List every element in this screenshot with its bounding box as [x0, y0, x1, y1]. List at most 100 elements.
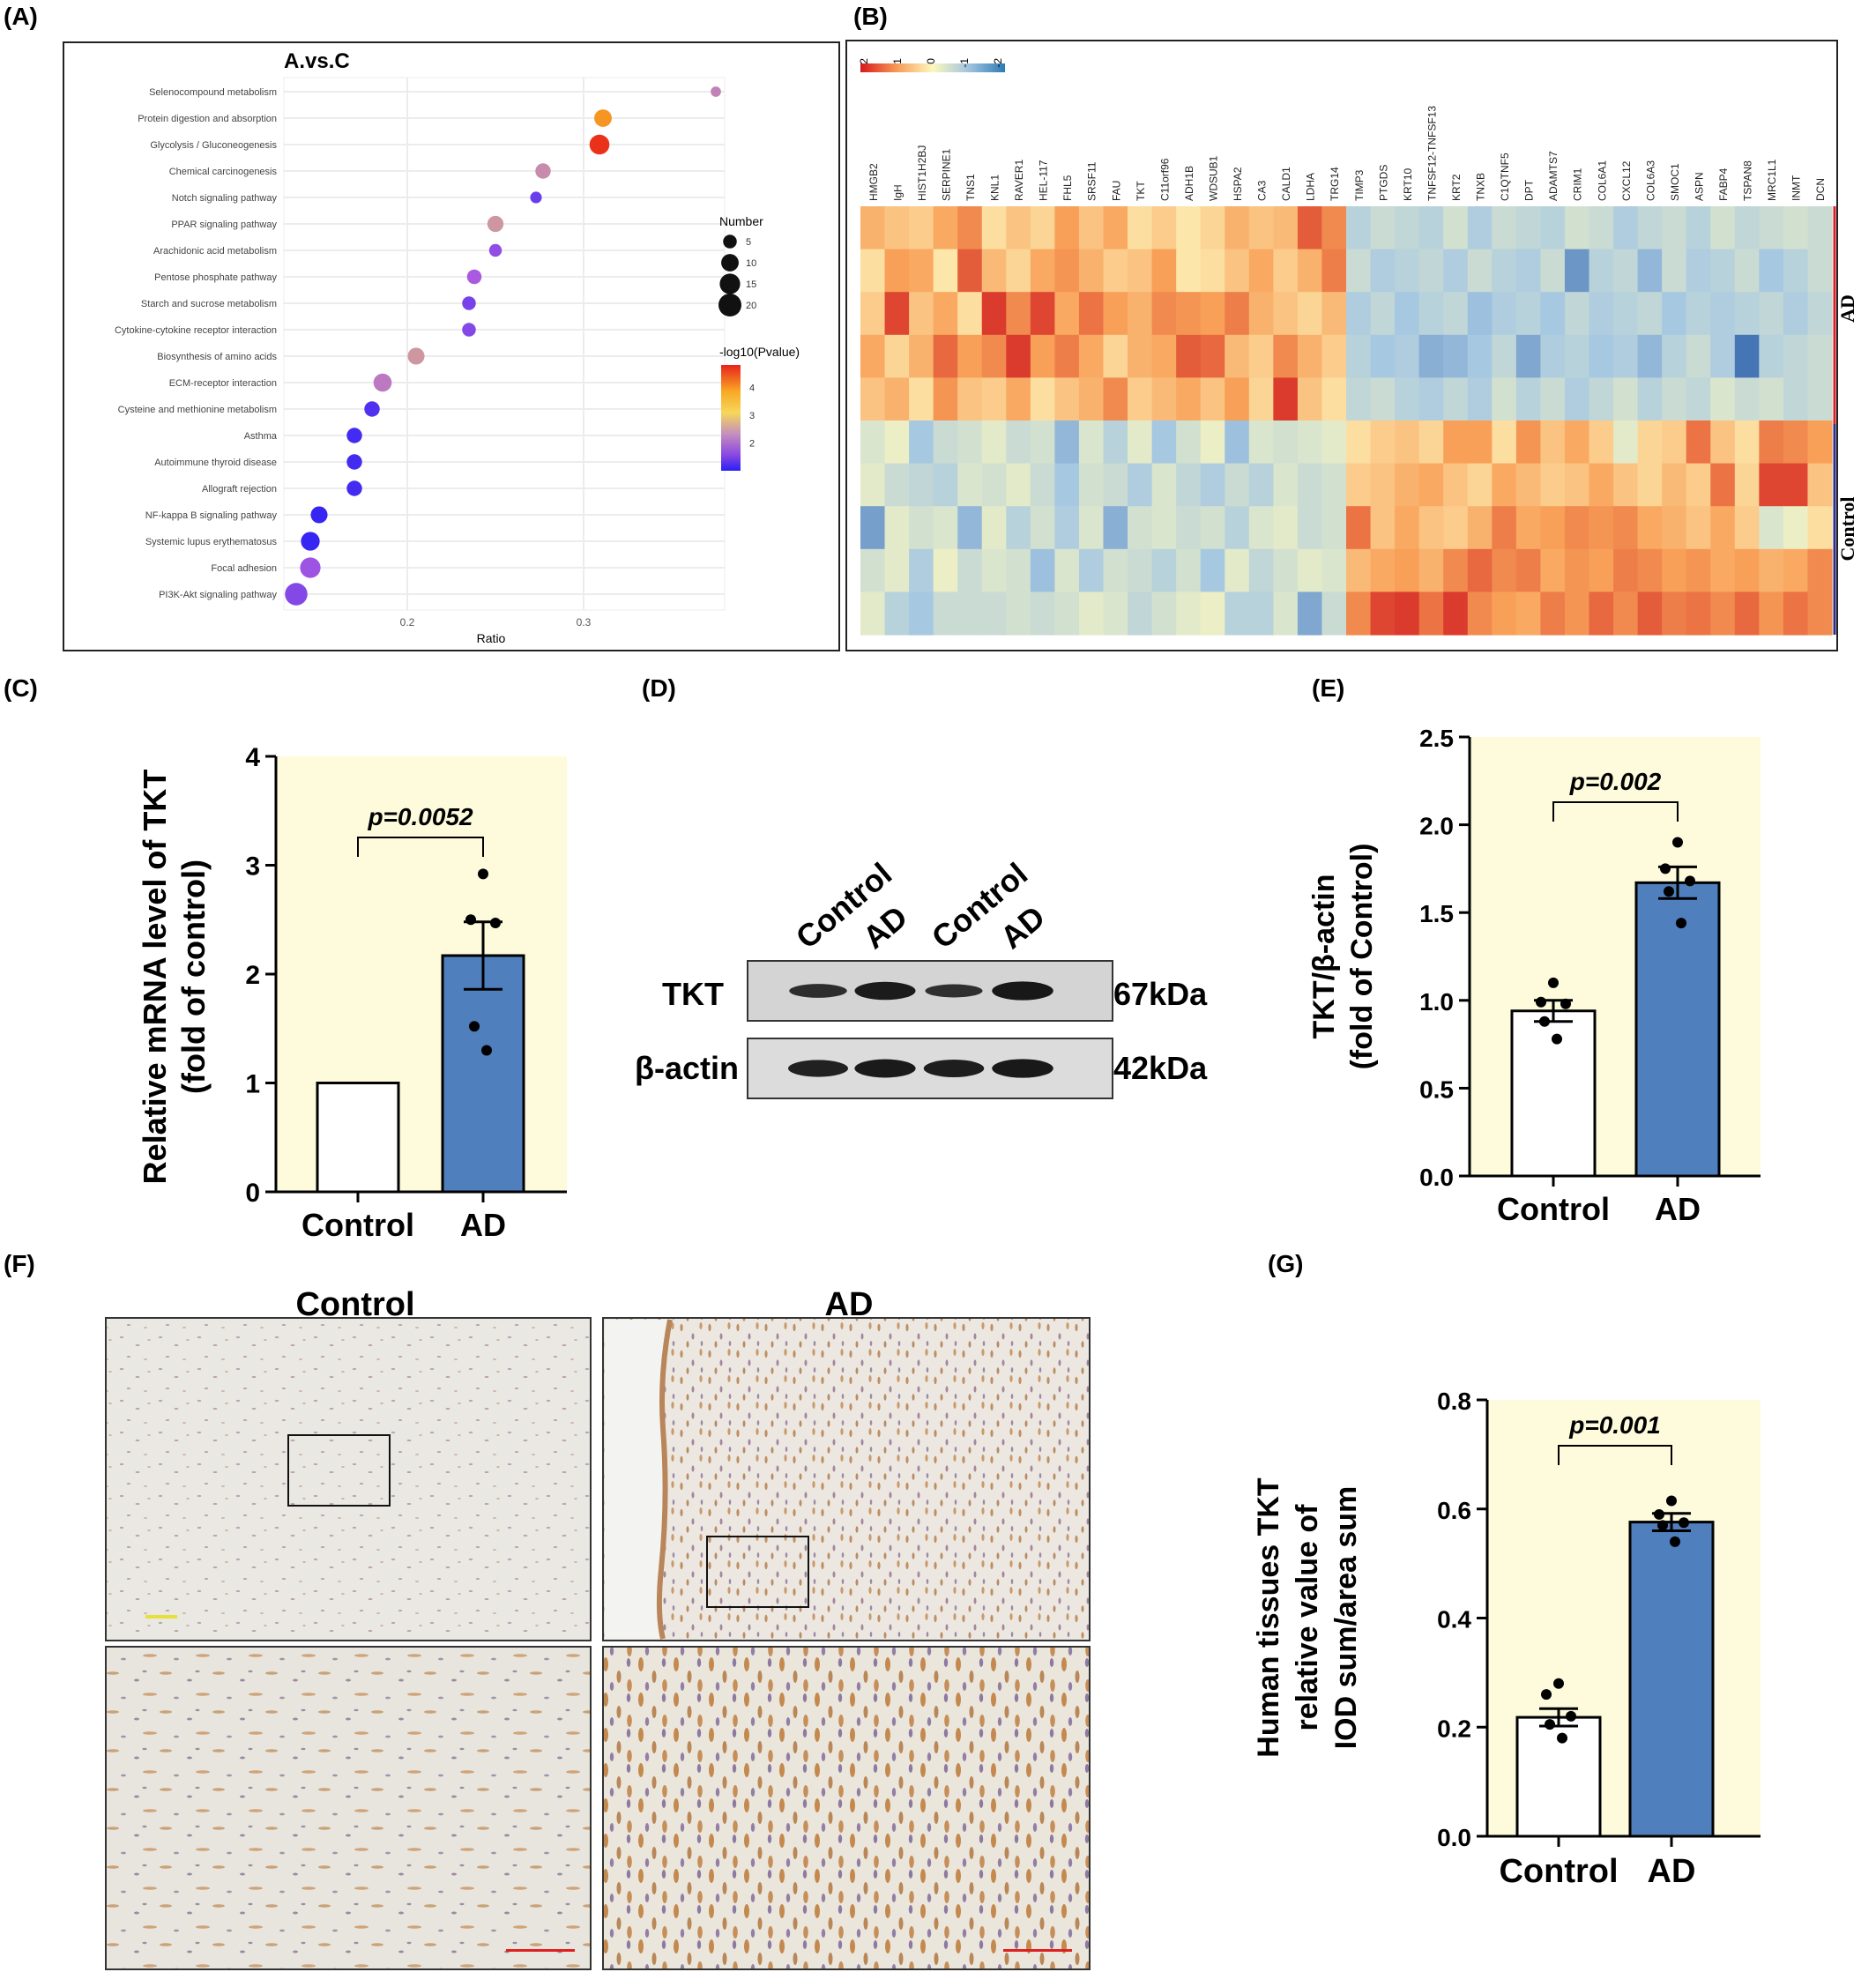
heatmap-cell	[909, 592, 934, 636]
panel-label-a: (A)	[4, 3, 38, 30]
heatmap-cell	[1370, 592, 1396, 636]
p-value-label: p=0.0052	[367, 803, 473, 830]
heatmap-cell	[957, 249, 983, 293]
heatmap-cell	[1807, 548, 1833, 592]
blot-band	[789, 984, 847, 998]
size-legend-dot	[719, 273, 741, 294]
x-category-label: Control	[302, 1207, 414, 1243]
heatmap-cell	[1418, 377, 1444, 421]
gene-label: FHL5	[1061, 175, 1074, 201]
heatmap-cell	[1346, 548, 1372, 592]
blot-band	[925, 984, 983, 998]
heatmap-cell	[1443, 463, 1469, 507]
size-legend: 5 10 15 20	[718, 234, 756, 317]
heatmap-cell	[933, 249, 958, 293]
ihc-control-overview	[105, 1317, 592, 1641]
heatmap-cell	[1564, 592, 1590, 636]
pathway-dot	[462, 296, 476, 310]
heatmap-cell	[1734, 506, 1760, 550]
heatmap-cell	[1540, 292, 1566, 336]
gene-label: C11orf96	[1158, 158, 1171, 201]
heatmap-cell	[1418, 463, 1444, 507]
heatmap-cell	[1030, 292, 1055, 336]
panel-c-y-label-2: (fold of control)	[175, 859, 212, 1094]
heatmap-cell	[1613, 506, 1639, 550]
heatmap-cell	[1273, 377, 1299, 421]
heatmap-cell	[1103, 249, 1128, 293]
heatmap-cell	[1710, 592, 1736, 636]
heatmap-cell	[1807, 249, 1833, 293]
gene-label: FABP4	[1717, 167, 1730, 201]
significance-bracket	[357, 837, 484, 857]
pathway-dot	[285, 583, 308, 606]
heatmap-cell	[1273, 592, 1299, 636]
panel-a-y-labels: Selenocompound metabolism Protein digesti…	[115, 87, 278, 600]
gene-label: LDHA	[1305, 173, 1317, 201]
heatmap-cell	[1540, 377, 1566, 421]
heatmap-cell	[1515, 377, 1541, 421]
size-legend-label: 5	[746, 237, 751, 248]
heatmap-cell	[1734, 292, 1760, 336]
heatmap-cell	[884, 463, 910, 507]
gene-label: FAU	[1110, 181, 1122, 201]
heatmap-cell	[1710, 334, 1736, 378]
blot-size-tkt: 67kDa	[1113, 976, 1208, 1012]
y-tick-label: 2.0	[1419, 813, 1454, 840]
heatmap-cell	[1734, 420, 1760, 465]
heatmap-cell	[1248, 548, 1274, 592]
gene-label: KRT2	[1450, 174, 1463, 201]
heatmap-cell	[1589, 334, 1614, 378]
heatmap-cell	[1200, 463, 1225, 507]
heatmap-cell	[1370, 377, 1396, 421]
gene-label: ADH1B	[1183, 166, 1195, 201]
gene-label: TIMP3	[1353, 169, 1366, 201]
heatmap-cell	[1662, 206, 1687, 250]
heatmap-cell	[860, 334, 886, 378]
heatmap-cell	[1686, 420, 1711, 465]
heatmap-cell	[1662, 463, 1687, 507]
pathway-label: Focal adhesion	[211, 563, 277, 574]
heatmap-cell	[1515, 463, 1541, 507]
heatmap-cell	[1006, 206, 1031, 250]
pathway-dot	[301, 532, 320, 551]
heatmap-cell	[1176, 548, 1202, 592]
heatmap-cell	[957, 292, 983, 336]
data-point	[1557, 1732, 1567, 1744]
data-point	[1552, 1033, 1562, 1045]
heatmap-cell	[1054, 420, 1080, 465]
heatmap-cell	[909, 463, 934, 507]
heatmap-cell	[1613, 206, 1639, 250]
pathway-label: Systemic lupus erythematosus	[145, 537, 278, 547]
gene-label: HSPA2	[1232, 167, 1244, 201]
heatmap-cell	[1540, 420, 1566, 465]
data-point	[1664, 886, 1674, 897]
blot-band	[854, 1059, 916, 1078]
panel-a-grid	[284, 78, 725, 610]
heatmap-cell	[1492, 506, 1517, 550]
heatmap-cell	[1078, 334, 1105, 378]
heatmap-cell	[1783, 463, 1809, 507]
heatmap-cell	[1297, 206, 1323, 250]
heatmap-cell	[1151, 592, 1177, 636]
heatmap-cell	[1686, 548, 1711, 592]
heatmap-cell	[1637, 334, 1663, 378]
heatmap-cell	[1006, 592, 1031, 636]
heatmap-cell	[1370, 548, 1396, 592]
pathway-label: Notch signaling pathway	[172, 193, 278, 204]
heatmap-cell	[1103, 420, 1128, 465]
heatmap-cell	[1078, 548, 1105, 592]
heatmap-cell	[1248, 334, 1274, 378]
heatmap-cell	[1783, 592, 1809, 636]
heatmap-cell	[1078, 206, 1105, 250]
gene-label: INMT	[1790, 175, 1803, 201]
heatmap-scale-label: 1	[891, 58, 904, 64]
size-legend-label: 10	[746, 258, 756, 269]
heatmap-cell	[1200, 377, 1225, 421]
heatmap-cell	[1395, 292, 1420, 336]
heatmap-cell	[957, 420, 983, 465]
heatmap-cell	[1078, 463, 1105, 507]
heatmap-cell	[1589, 420, 1614, 465]
y-tick-label: 0.0	[1419, 1164, 1454, 1191]
data-point	[1660, 863, 1671, 874]
heatmap-cell	[933, 463, 958, 507]
